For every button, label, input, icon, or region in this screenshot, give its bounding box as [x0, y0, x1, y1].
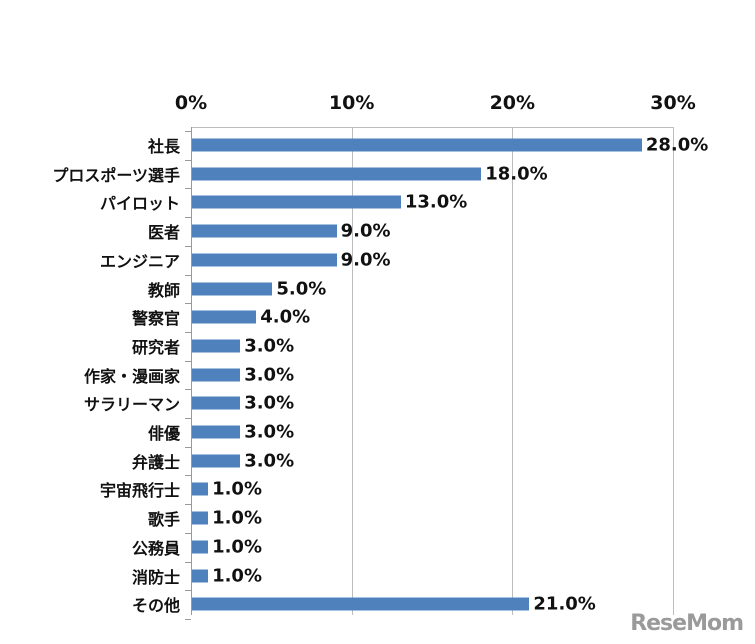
y-tick-mark: [185, 446, 191, 448]
bar: [192, 396, 241, 410]
x-tick-label: 0%: [174, 92, 208, 114]
bar: [192, 569, 209, 582]
value-label: 1.0%: [212, 536, 262, 558]
bar: [192, 167, 482, 181]
bar: [192, 310, 257, 324]
bar: [192, 339, 241, 353]
y-tick-mark: [185, 418, 191, 419]
category-label: 警察官: [131, 309, 180, 329]
gridline: [512, 127, 513, 615]
category-label: サラリーマン: [83, 395, 180, 415]
x-tick-label: 30%: [650, 92, 696, 114]
y-tick-mark: [185, 561, 191, 563]
y-tick-mark: [185, 274, 191, 276]
y-tick-mark: [185, 360, 191, 362]
y-tick-mark: [185, 188, 191, 190]
value-label: 9.0%: [340, 249, 391, 271]
category-label: その他: [131, 596, 180, 616]
y-tick-mark: [185, 303, 191, 305]
bar: [192, 540, 209, 554]
bar: [192, 224, 337, 238]
value-label: 5.0%: [276, 278, 327, 299]
y-tick-mark: [185, 590, 191, 592]
y-tick-mark: [185, 159, 191, 161]
value-label: 3.0%: [244, 392, 295, 414]
y-tick-mark: [185, 131, 191, 132]
bar: [192, 482, 209, 496]
y-axis-line: [191, 127, 192, 615]
value-label: 3.0%: [244, 450, 295, 472]
category-label: 宇宙飛行士: [99, 481, 180, 501]
category-label: 公務員: [131, 538, 180, 558]
category-label: 歌手: [147, 510, 180, 530]
bar: [192, 597, 530, 611]
category-label: パイロット: [99, 194, 180, 214]
y-tick-mark: [185, 245, 191, 247]
bar: [192, 282, 273, 295]
value-label: 28.0%: [645, 134, 709, 156]
category-label: 作家・漫画家: [83, 366, 180, 386]
value-label: 18.0%: [485, 163, 548, 185]
bar: [192, 195, 401, 209]
y-tick-mark: [185, 389, 191, 391]
bar: [192, 253, 337, 267]
value-label: 3.0%: [244, 335, 295, 357]
bar: [192, 511, 209, 525]
y-tick-mark: [185, 475, 191, 477]
category-label: 医者: [147, 223, 180, 243]
category-label: 俳優: [147, 424, 180, 443]
value-label: 13.0%: [404, 191, 468, 213]
category-label: 社長: [147, 137, 180, 156]
bar: [192, 138, 642, 152]
value-label: 1.0%: [212, 507, 262, 529]
category-label: エンジニア: [99, 251, 180, 271]
y-tick-mark: [185, 618, 191, 620]
gridline: [673, 127, 674, 615]
bar: [192, 454, 241, 468]
value-label: 1.0%: [212, 478, 262, 500]
y-tick-mark: [185, 331, 191, 333]
value-label: 21.0%: [533, 593, 596, 615]
bar: [192, 368, 241, 382]
category-label: 教師: [147, 280, 180, 300]
resemom-watermark-logo: ReseMom: [630, 611, 744, 636]
value-label: 3.0%: [244, 421, 295, 443]
value-label: 4.0%: [260, 306, 311, 328]
value-label: 9.0%: [340, 220, 391, 242]
value-label: 1.0%: [212, 565, 262, 586]
x-tick-label: 10%: [328, 92, 375, 114]
x-tick-label: 20%: [489, 92, 536, 114]
y-tick-mark: [185, 217, 191, 219]
value-label: 3.0%: [244, 364, 295, 386]
category-label: プロスポーツ選手: [52, 165, 180, 185]
bar: [192, 425, 241, 439]
y-tick-mark: [185, 504, 191, 506]
category-label: 弁護士: [131, 452, 180, 472]
plot-top-border: [191, 127, 674, 128]
category-label: 消防士: [131, 567, 180, 587]
gridline: [352, 127, 353, 615]
y-tick-mark: [185, 532, 191, 534]
category-label: 研究者: [131, 337, 180, 357]
